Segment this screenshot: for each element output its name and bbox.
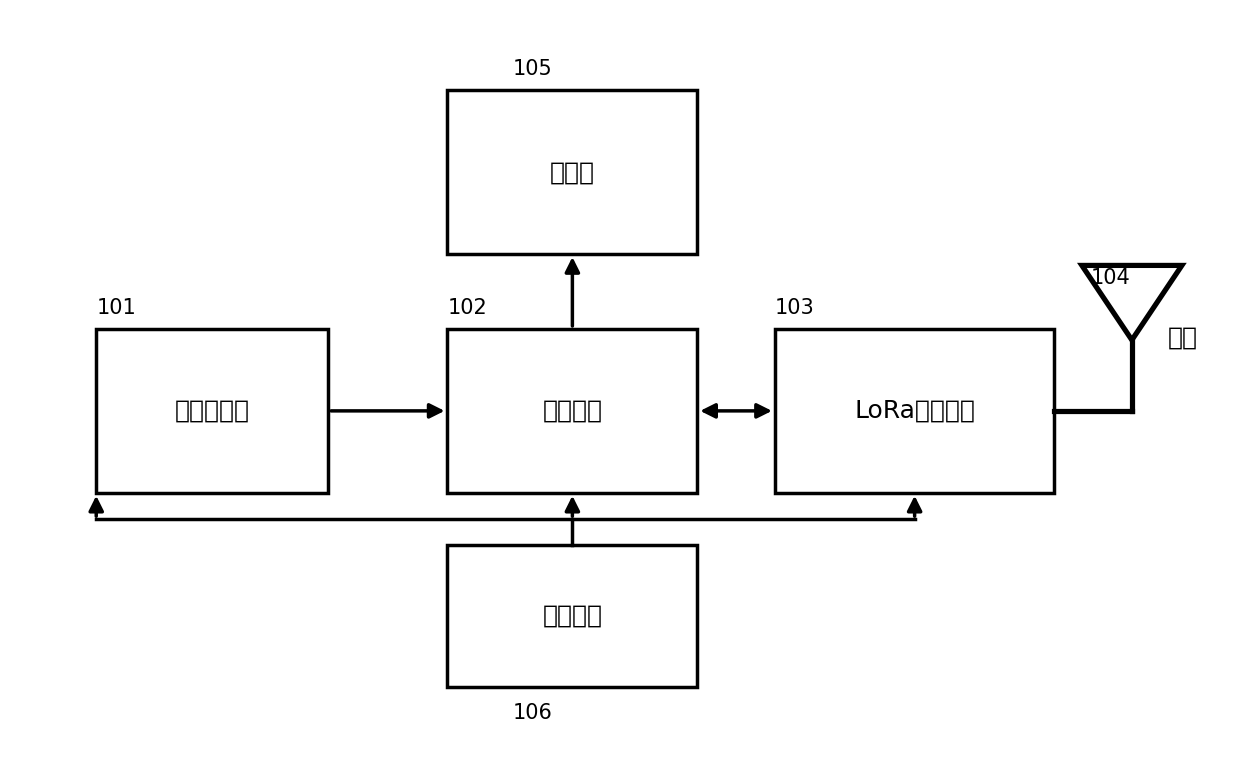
Text: 指示灯: 指示灯 [549, 160, 595, 184]
Text: 105: 105 [513, 59, 553, 79]
Text: LoRa射频模块: LoRa射频模块 [854, 399, 975, 423]
Text: 103: 103 [775, 298, 815, 318]
Bar [448, 545, 697, 687]
Bar [448, 90, 697, 254]
Text: 天线: 天线 [1168, 326, 1198, 350]
Bar [97, 329, 329, 493]
Text: 101: 101 [97, 298, 136, 318]
Bar [775, 329, 1054, 493]
Text: 温度传感器: 温度传感器 [175, 399, 249, 423]
Polygon shape [1081, 266, 1182, 340]
Text: 104: 104 [1090, 268, 1130, 287]
Text: 106: 106 [513, 702, 553, 723]
Text: 102: 102 [448, 298, 487, 318]
Text: 电源模块: 电源模块 [542, 604, 603, 628]
Text: 主控制器: 主控制器 [542, 399, 603, 423]
Bar [448, 329, 697, 493]
